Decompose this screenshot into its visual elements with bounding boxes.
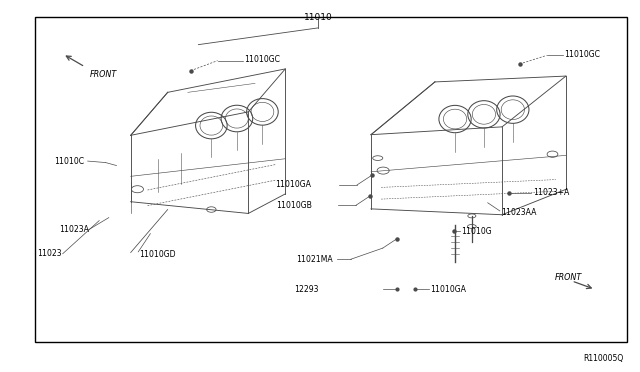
Text: FRONT: FRONT [90,70,117,78]
Text: 11010GC: 11010GC [244,55,280,64]
Text: 11010GC: 11010GC [564,50,600,59]
Text: 11023AA: 11023AA [501,208,536,217]
Text: 11010: 11010 [304,13,332,22]
Text: 11023A: 11023A [59,225,89,234]
Text: 11021MA: 11021MA [296,255,332,264]
Text: 11010GA: 11010GA [430,285,466,294]
Text: FRONT: FRONT [555,273,582,282]
Text: 11010GA: 11010GA [275,180,311,189]
Text: 11010GD: 11010GD [140,250,176,259]
Text: 11023+A: 11023+A [533,188,570,197]
Text: 12293: 12293 [294,285,319,294]
Text: 11010C: 11010C [54,157,84,166]
Bar [35,17,627,342]
Text: 11010GB: 11010GB [276,201,312,210]
Text: R110005Q: R110005Q [584,354,624,363]
Text: 11010G: 11010G [461,227,492,236]
Text: 11023: 11023 [37,249,61,258]
